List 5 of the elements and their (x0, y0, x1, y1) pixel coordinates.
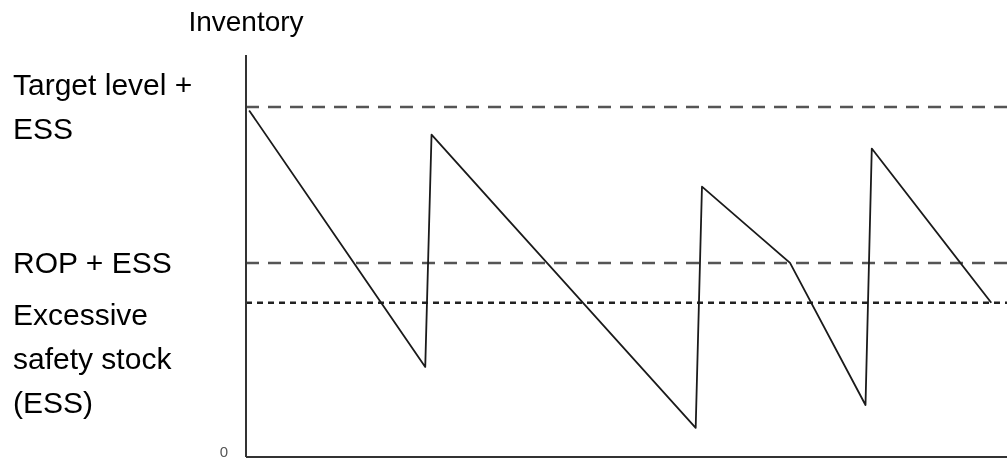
text: 0 (219, 443, 228, 461)
y-axis-title: Inventory (188, 5, 304, 39)
ref-line-label: ROP + ESS (13, 245, 172, 279)
ref-line-label: Target level + ESS (13, 67, 193, 145)
ref-line-label: Excessive safety stock (ESS) (13, 297, 172, 419)
